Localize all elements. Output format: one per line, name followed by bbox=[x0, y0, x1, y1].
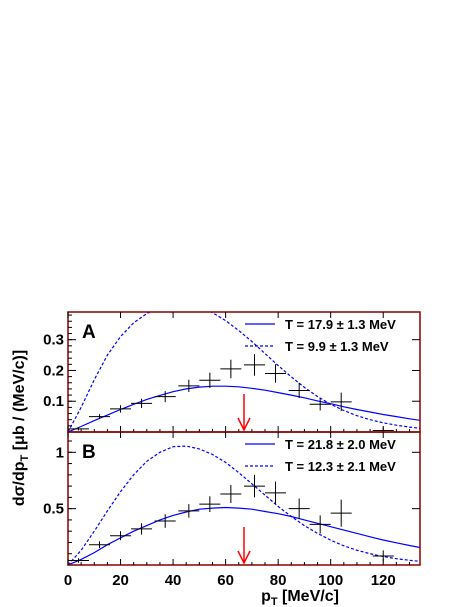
svg-text:dσ/dpT [μb / (MeV/c)]: dσ/dpT [μb / (MeV/c)] bbox=[11, 350, 31, 506]
data-point bbox=[309, 515, 331, 534]
panel-frame bbox=[67, 431, 421, 566]
data-point bbox=[220, 359, 242, 379]
threshold-arrow-head bbox=[237, 550, 251, 565]
data-point bbox=[244, 474, 266, 498]
data-point bbox=[110, 531, 132, 541]
data-point bbox=[89, 414, 111, 420]
solid-fit-curve bbox=[68, 385, 420, 432]
legend: T = 17.9 ± 1.3 MeV T = 9.9 ± 1.3 MeV bbox=[245, 317, 396, 354]
plot-area bbox=[68, 312, 420, 432]
x-tick-label: 100 bbox=[318, 572, 343, 589]
data-point bbox=[288, 382, 310, 399]
threshold-arrow bbox=[237, 527, 251, 565]
x-tick-label: 80 bbox=[270, 572, 287, 589]
data-point bbox=[131, 523, 153, 535]
data-point bbox=[131, 398, 153, 408]
y-axis-title-unit: [μb / (MeV/c)] bbox=[11, 350, 28, 455]
legend-label: T = 17.9 ± 1.3 MeV bbox=[285, 317, 396, 332]
y-tick-label: 0.1 bbox=[43, 393, 64, 410]
x-axis-title: pT [MeV/c] bbox=[261, 588, 339, 607]
data-point bbox=[220, 484, 242, 504]
y-tick-label: 0.3 bbox=[43, 332, 64, 349]
data-point bbox=[110, 405, 132, 413]
x-tick-label: 20 bbox=[112, 572, 129, 589]
data-point bbox=[199, 372, 221, 388]
y-axis-title: dσ/dpT [μb / (MeV/c)] bbox=[11, 350, 31, 506]
x-axis-title-sub: T bbox=[271, 596, 278, 607]
x-axis-title-unit: [MeV/c] bbox=[278, 588, 339, 605]
x-axis-title-main: p bbox=[261, 588, 271, 605]
data-point bbox=[68, 558, 90, 563]
dashed-fit-curve bbox=[68, 445, 420, 565]
x-tick-label: 60 bbox=[217, 572, 234, 589]
data-point bbox=[89, 541, 111, 549]
y-axis-title-sub: T bbox=[19, 454, 31, 461]
x-tick-label: 40 bbox=[165, 572, 182, 589]
threshold-arrow-head bbox=[237, 417, 251, 432]
x-tick-label: 0 bbox=[64, 572, 72, 589]
data-point bbox=[178, 504, 200, 518]
legend-label: T = 9.9 ± 1.3 MeV bbox=[285, 339, 389, 354]
data-point bbox=[330, 499, 352, 527]
panel-a: 0.1 0.2 0.3 A T = 17.9 ± 1.3 MeV T = 9.9 ± 1.… bbox=[43, 311, 421, 433]
data-point bbox=[330, 392, 352, 412]
data-point bbox=[309, 398, 331, 411]
data-point bbox=[288, 498, 310, 519]
y-tick-label: 1 bbox=[56, 444, 64, 461]
threshold-arrow bbox=[237, 394, 251, 432]
data-point bbox=[199, 496, 221, 513]
y-tick-label: 0.5 bbox=[43, 501, 64, 518]
plot-area bbox=[68, 445, 420, 565]
legend: T = 21.8 ± 2.0 MeV T = 12.3 ± 2.1 MeV bbox=[245, 437, 396, 474]
panel-label: B bbox=[82, 442, 96, 463]
x-tick-label: 120 bbox=[371, 572, 396, 589]
svg-text:pT [MeV/c]: pT [MeV/c] bbox=[261, 588, 339, 607]
data-point bbox=[68, 427, 90, 431]
data-point bbox=[178, 379, 200, 392]
solid-fit-curve bbox=[68, 506, 420, 565]
legend-label: T = 12.3 ± 2.1 MeV bbox=[285, 459, 396, 474]
y-tick-label: 0.2 bbox=[43, 362, 64, 379]
data-point bbox=[244, 354, 266, 376]
data-point bbox=[154, 391, 176, 403]
data-point bbox=[154, 514, 176, 528]
data-point bbox=[265, 364, 287, 383]
data-point bbox=[265, 481, 287, 505]
legend-label: T = 21.8 ± 2.0 MeV bbox=[285, 437, 396, 452]
y-axis-title-main: dσ/dp bbox=[11, 461, 28, 506]
panel-label: A bbox=[82, 322, 96, 343]
